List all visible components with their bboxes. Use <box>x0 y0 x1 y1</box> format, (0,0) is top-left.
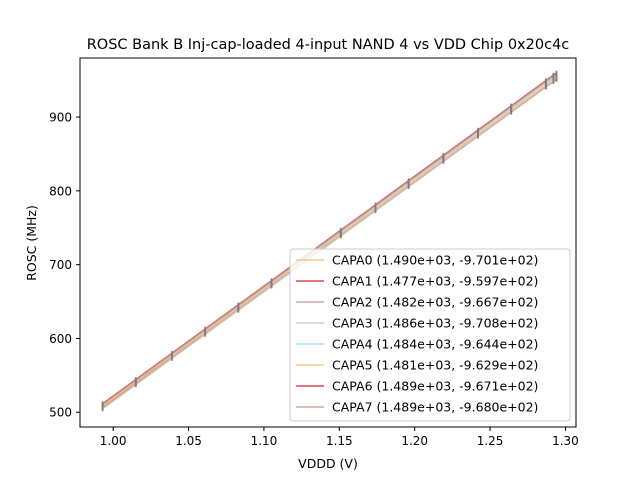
series-line-capa5 <box>102 76 557 408</box>
data-point-capa7 <box>407 178 410 184</box>
legend-label-capa2: CAPA2 (1.482e+03, -9.667e+02) <box>332 295 538 310</box>
x-tick-label: 1.30 <box>552 434 579 448</box>
data-point-capa7 <box>374 203 377 209</box>
data-point-capa7 <box>552 73 555 79</box>
legend-label-capa7: CAPA7 (1.489e+03, -9.680e+02) <box>332 400 538 415</box>
data-point-capa5 <box>374 206 377 212</box>
series-line-capa7 <box>102 73 557 406</box>
x-tick-label: 1.00 <box>100 434 127 448</box>
data-point-capa5 <box>407 182 410 188</box>
plot-area <box>101 70 558 412</box>
y-axis: 500 600 700 800 900 <box>49 111 80 420</box>
y-tick-label: 800 <box>49 184 72 198</box>
legend-label-capa4: CAPA4 (1.484e+03, -9.644e+02) <box>332 337 538 352</box>
legend-label-capa3: CAPA3 (1.486e+03, -9.708e+02) <box>332 316 538 331</box>
series-line-capa3 <box>102 77 557 410</box>
data-point-capa7 <box>510 104 513 110</box>
data-point-capa7 <box>237 303 240 309</box>
y-tick-label: 500 <box>49 406 72 420</box>
data-point-capa5 <box>442 157 445 163</box>
data-point-capa7 <box>101 401 104 407</box>
x-axis-label: VDDD (V) <box>298 456 358 471</box>
series-line-capa4 <box>102 75 557 407</box>
data-point-capa7 <box>134 377 137 383</box>
legend-label-capa5: CAPA5 (1.481e+03, -9.629e+02) <box>332 358 538 373</box>
legend-box <box>289 248 571 422</box>
x-tick-label: 1.15 <box>326 434 353 448</box>
y-tick-label: 600 <box>49 332 72 346</box>
legend-label-capa1: CAPA1 (1.477e+03, -9.597e+02) <box>332 274 538 289</box>
y-axis-label: ROSC (MHz) <box>24 205 39 281</box>
y-tick-label: 900 <box>49 111 72 125</box>
data-point-capa5 <box>510 107 513 113</box>
data-point-capa5 <box>339 231 342 237</box>
data-point-capa5 <box>237 305 240 311</box>
data-point-capa7 <box>171 351 173 357</box>
data-point-capa5 <box>270 281 273 287</box>
y-tick-label: 700 <box>49 258 72 272</box>
x-tick-label: 1.25 <box>477 434 504 448</box>
data-point-capa7 <box>442 153 445 159</box>
data-point-capa5 <box>204 329 207 335</box>
legend-label-capa6: CAPA6 (1.489e+03, -9.671e+02) <box>332 379 538 394</box>
axes-frame <box>79 57 577 428</box>
data-point-capa7 <box>270 278 273 284</box>
data-point-capa5 <box>477 131 479 137</box>
x-tick-label: 1.10 <box>251 434 278 448</box>
data-point-capa7 <box>477 128 479 134</box>
x-axis: 1.00 1.05 1.10 1.15 1.20 1.25 1.30 <box>100 427 579 448</box>
data-point-capa7 <box>544 78 547 84</box>
data-point-capa7 <box>204 327 207 333</box>
data-point-capa5 <box>544 82 547 88</box>
legend: CAPA0 (1.490e+03, -9.701e+02) CAPA1 (1.47… <box>289 248 571 422</box>
data-point-capa7 <box>339 228 342 234</box>
x-tick-label: 1.20 <box>401 434 428 448</box>
data-point-capa5 <box>552 77 555 83</box>
x-tick-label: 1.05 <box>175 434 202 448</box>
data-point-capa5 <box>555 75 558 81</box>
legend-label-capa0: CAPA0 (1.490e+03, -9.701e+02) <box>332 253 538 268</box>
chart-title: ROSC Bank B Inj-cap-loaded 4-input NAND … <box>87 37 570 53</box>
data-point-capa7 <box>555 71 558 77</box>
